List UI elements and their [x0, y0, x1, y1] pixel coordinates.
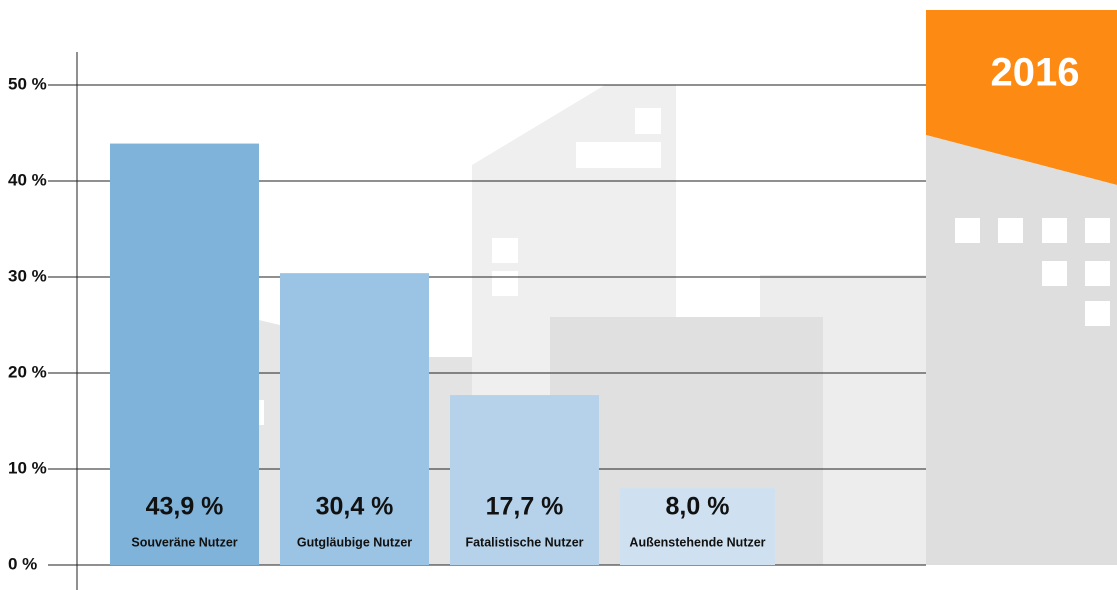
y-tick-label: 40 %: [8, 170, 47, 189]
y-tick-label: 10 %: [8, 458, 47, 477]
category-label: Fatalistische Nutzer: [465, 535, 583, 549]
chart: 2016 0 % 10 % 20 % 30 % 40 % 50 % 43,9 % Souve…: [0, 0, 1117, 590]
y-tick-label: 0 %: [8, 554, 37, 573]
value-label: 8,0 %: [666, 493, 730, 521]
bar: [280, 273, 429, 565]
value-label: 43,9 %: [146, 493, 224, 521]
category-label: Außenstehende Nutzer: [629, 535, 765, 549]
y-tick-label: 20 %: [8, 362, 47, 381]
year-annotation: 2016: [991, 51, 1080, 95]
value-label: 17,7 %: [486, 493, 564, 521]
value-label: 30,4 %: [316, 493, 394, 521]
category-label: Souveräne Nutzer: [131, 535, 237, 549]
y-tick-label: 30 %: [8, 266, 47, 285]
y-tick-label: 50 %: [8, 74, 47, 93]
category-label: Gutgläubige Nutzer: [297, 535, 412, 549]
